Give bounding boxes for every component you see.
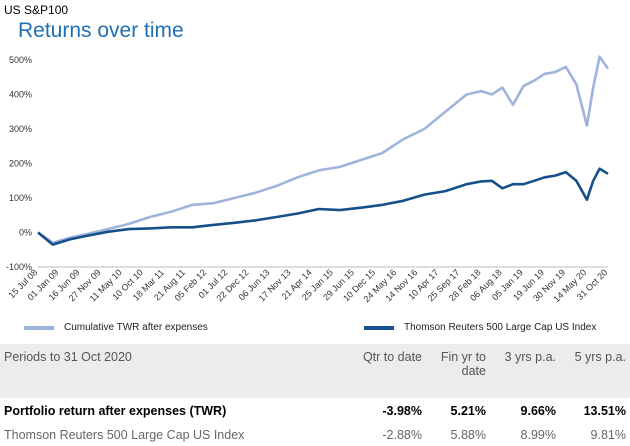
table-header-fin-yr: Fin yr to date: [426, 344, 490, 398]
y-tick-label: 400%: [9, 90, 32, 100]
y-tick-label: 100%: [9, 193, 32, 203]
table-header-period: Periods to 31 Oct 2020: [0, 344, 344, 398]
legend-swatch-index: [364, 325, 394, 330]
table-cell: -3.98%: [382, 404, 422, 418]
table-row: Thomson Reuters 500 Large Cap US Index -…: [0, 424, 630, 446]
table-cell: 5.21%: [450, 404, 486, 418]
table-cell: 13.51%: [583, 404, 626, 418]
legend-item-cumulative-twr: Cumulative TWR after expenses: [24, 322, 208, 333]
chart-title: Returns over time: [18, 19, 184, 42]
series-line-cumulative-twr: [37, 55, 610, 245]
chart-supertitle: US S&P100: [4, 3, 69, 17]
table-header-qtr: Qtr to date: [344, 344, 426, 398]
table-cell: 9.81%: [590, 428, 626, 442]
legend-label-index: Thomson Reuters 500 Large Cap US Index: [404, 322, 597, 333]
performance-table: Periods to 31 Oct 2020 Qtr to date Fin y…: [0, 344, 630, 446]
y-tick-label: 500%: [9, 55, 32, 65]
table-cell: 8.99%: [520, 428, 556, 442]
y-tick-label: 300%: [9, 124, 32, 134]
table-header-3yr: 3 yrs p.a.: [490, 344, 560, 398]
table-cell: 5.88%: [450, 428, 486, 442]
table-cell: 9.66%: [520, 404, 556, 418]
table-header-5yr: 5 yrs p.a.: [560, 344, 630, 398]
table-cell: Thomson Reuters 500 Large Cap US Index: [4, 428, 245, 442]
table-header-row: Periods to 31 Oct 2020 Qtr to date Fin y…: [0, 344, 630, 398]
table-row: Portfolio return after expenses (TWR) -3…: [0, 398, 630, 424]
legend-label-cumulative-twr: Cumulative TWR after expenses: [64, 322, 208, 333]
y-tick-label: -100%: [6, 262, 32, 272]
table-cell: Portfolio return after expenses (TWR): [4, 404, 227, 418]
legend-swatch-cumulative-twr: [24, 325, 54, 330]
legend-item-index: Thomson Reuters 500 Large Cap US Index: [364, 322, 596, 333]
y-tick-label: 0%: [19, 228, 32, 238]
y-tick-label: 200%: [9, 159, 32, 169]
series-line-index: [37, 167, 609, 246]
table-cell: -2.88%: [382, 428, 422, 442]
